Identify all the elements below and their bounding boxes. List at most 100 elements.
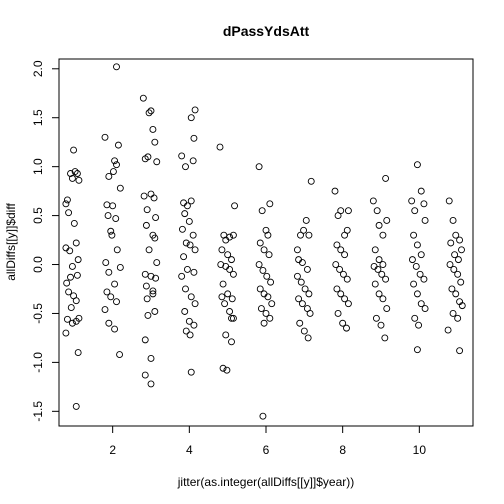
data-point: [107, 227, 115, 235]
data-point: [141, 336, 149, 344]
data-point: [258, 207, 266, 215]
y-tick-label: -1.5: [31, 401, 45, 422]
data-point: [107, 293, 115, 301]
data-point: [223, 366, 231, 374]
data-point: [337, 207, 345, 215]
x-tick-label: 10: [413, 443, 427, 457]
data-point: [181, 308, 189, 315]
data-point: [145, 246, 153, 254]
data-point: [63, 196, 71, 204]
data-point: [228, 295, 236, 303]
data-point: [341, 295, 349, 303]
data-point: [298, 300, 306, 308]
data-point: [413, 346, 421, 354]
data-point: [259, 412, 267, 420]
data-point: [444, 326, 452, 334]
data-point: [343, 275, 351, 283]
data-point: [102, 259, 110, 267]
data-point: [109, 168, 117, 175]
data-point: [410, 231, 418, 239]
data-point: [229, 231, 237, 239]
data-point: [410, 280, 418, 288]
data-point: [378, 270, 386, 278]
data-point: [101, 133, 109, 141]
data-point: [371, 280, 379, 288]
data-point: [304, 334, 312, 342]
data-point: [297, 231, 304, 239]
data-point: [142, 282, 150, 290]
data-point: [70, 146, 78, 154]
data-point: [62, 329, 70, 337]
data-point: [369, 197, 377, 205]
data-point: [228, 314, 235, 322]
data-point: [224, 251, 232, 259]
y-tick-label: -0.5: [31, 303, 45, 324]
data-point: [454, 270, 462, 278]
y-tick-label: 2.0: [31, 60, 45, 77]
data-point: [116, 351, 124, 359]
data-point: [231, 202, 239, 210]
data-point: [344, 207, 352, 215]
data-point: [216, 143, 224, 151]
data-point: [180, 253, 188, 261]
data-point: [293, 272, 301, 280]
data-point: [381, 334, 389, 342]
data-point: [260, 246, 268, 254]
data-point: [372, 314, 380, 322]
data-point: [151, 234, 159, 242]
data-point: [337, 290, 345, 298]
y-tick-label: -1.0: [31, 352, 45, 373]
data-point: [191, 300, 199, 308]
data-point: [191, 246, 199, 254]
data-point: [259, 266, 267, 274]
data-point: [74, 256, 82, 264]
data-point: [332, 261, 340, 268]
data-point: [67, 170, 74, 177]
plot-frame: [58, 58, 474, 427]
data-point: [265, 251, 273, 259]
data-point: [143, 295, 151, 303]
data-point: [178, 225, 186, 233]
data-point: [140, 192, 148, 200]
data-point: [74, 349, 82, 357]
data-point: [147, 355, 155, 362]
data-point: [221, 300, 229, 308]
data-point: [267, 278, 275, 286]
data-point: [229, 314, 237, 322]
data-point: [105, 268, 113, 276]
data-point: [417, 251, 425, 259]
data-point: [300, 226, 308, 234]
data-point: [183, 202, 191, 210]
data-point: [411, 314, 419, 322]
data-point: [255, 163, 263, 171]
data-point: [75, 314, 83, 322]
data-point: [337, 246, 345, 254]
data-point: [295, 295, 303, 303]
data-point: [72, 239, 80, 247]
data-point: [452, 231, 460, 239]
data-point: [256, 239, 264, 247]
data-point: [112, 215, 120, 222]
data-point: [103, 288, 111, 296]
data-point: [301, 285, 309, 293]
data-point: [63, 315, 71, 323]
data-point: [229, 270, 237, 278]
data-point: [191, 106, 199, 114]
data-point: [105, 172, 113, 180]
data-point: [228, 256, 235, 264]
data-point: [219, 280, 227, 288]
data-point: [417, 187, 425, 195]
data-point: [379, 261, 387, 268]
data-point: [303, 265, 311, 273]
data-point: [66, 247, 74, 255]
data-point: [63, 279, 71, 287]
data-point: [341, 251, 349, 259]
data-point: [305, 290, 313, 298]
data-point: [262, 310, 270, 317]
data-point: [152, 274, 160, 282]
data-point: [413, 161, 421, 169]
data-point: [186, 241, 194, 249]
data-point: [413, 290, 421, 298]
data-point: [420, 275, 428, 283]
